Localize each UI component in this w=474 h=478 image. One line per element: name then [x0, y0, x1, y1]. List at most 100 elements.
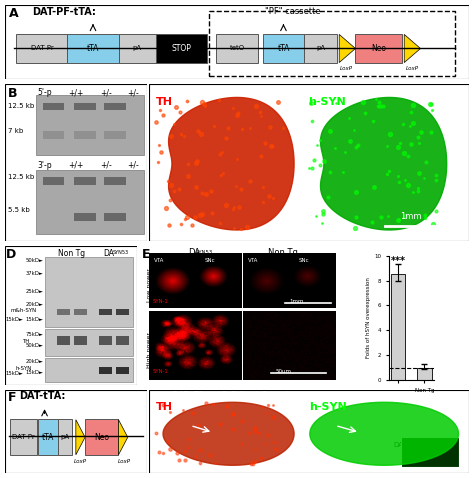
Text: Neo: Neo [371, 44, 386, 53]
Polygon shape [339, 34, 356, 63]
Text: SNc: SNc [299, 258, 309, 263]
Text: 15kD►: 15kD► [25, 317, 43, 322]
Text: LoxP: LoxP [339, 66, 353, 71]
Text: pA: pA [316, 45, 325, 52]
Text: h-SYN: h-SYN [15, 366, 31, 371]
FancyBboxPatch shape [216, 34, 258, 63]
Text: h-SYN: h-SYN [309, 402, 346, 412]
Text: +/+: +/+ [68, 88, 83, 98]
FancyBboxPatch shape [155, 34, 207, 63]
Text: STOP: STOP [171, 44, 191, 53]
Polygon shape [163, 402, 294, 465]
Polygon shape [310, 402, 458, 465]
FancyBboxPatch shape [104, 131, 126, 139]
Text: 15kD►: 15kD► [5, 317, 23, 322]
Text: SYN53: SYN53 [373, 89, 391, 94]
Text: "PF" cassette: "PF" cassette [265, 7, 320, 16]
Text: D: D [6, 248, 16, 261]
Polygon shape [118, 420, 128, 455]
Text: High power: High power [147, 332, 152, 368]
Text: 1mm: 1mm [289, 299, 304, 304]
Text: Non Tg: Non Tg [57, 249, 85, 258]
Text: pA: pA [133, 45, 142, 52]
FancyBboxPatch shape [116, 367, 129, 374]
Text: pA: pA [61, 434, 70, 440]
Text: 1mm: 1mm [401, 212, 422, 221]
Text: LoxP: LoxP [74, 459, 87, 464]
FancyBboxPatch shape [116, 337, 129, 345]
Text: 37kD►: 37kD► [26, 272, 43, 276]
Text: DAT Pr: DAT Pr [12, 434, 35, 440]
FancyBboxPatch shape [43, 103, 64, 110]
FancyBboxPatch shape [263, 34, 304, 63]
Text: ) at 6 weeks: ) at 6 weeks [388, 87, 439, 96]
FancyBboxPatch shape [401, 436, 459, 467]
Text: +/-: +/- [100, 161, 111, 170]
Text: DAT-PF-tTA: tetO-SYN (DA: DAT-PF-tTA: tetO-SYN (DA [172, 87, 278, 96]
Text: LoxP: LoxP [118, 459, 131, 464]
FancyBboxPatch shape [116, 309, 129, 315]
Polygon shape [320, 98, 447, 230]
FancyBboxPatch shape [9, 419, 36, 455]
FancyBboxPatch shape [45, 358, 134, 382]
FancyBboxPatch shape [99, 367, 112, 374]
FancyBboxPatch shape [74, 309, 87, 315]
Text: VTA: VTA [154, 258, 164, 263]
Text: ***: *** [391, 256, 405, 266]
FancyBboxPatch shape [56, 309, 70, 315]
Text: C: C [153, 87, 162, 100]
Text: Low power: Low power [147, 268, 152, 302]
FancyBboxPatch shape [58, 419, 72, 455]
Bar [391, 274, 405, 380]
Text: B: B [8, 87, 17, 100]
Text: TH: TH [22, 338, 30, 344]
Text: DA: DA [103, 249, 114, 258]
FancyBboxPatch shape [104, 103, 126, 110]
FancyBboxPatch shape [43, 131, 64, 139]
Text: 5.5 kb: 5.5 kb [8, 206, 29, 213]
FancyBboxPatch shape [36, 171, 144, 234]
Text: 12.5 kb: 12.5 kb [8, 174, 34, 180]
FancyBboxPatch shape [118, 34, 155, 63]
FancyBboxPatch shape [67, 34, 118, 63]
Text: 7 kb: 7 kb [8, 128, 23, 134]
Text: 50kD►: 50kD► [25, 344, 43, 348]
Text: A: A [9, 7, 19, 20]
Text: tTA: tTA [277, 44, 290, 53]
Text: DA: DA [393, 442, 403, 448]
Text: +/-: +/- [100, 88, 111, 98]
FancyBboxPatch shape [99, 337, 112, 345]
FancyBboxPatch shape [356, 34, 402, 63]
Text: G: G [153, 391, 163, 404]
Text: SYN53: SYN53 [112, 250, 128, 255]
FancyBboxPatch shape [74, 337, 87, 345]
Text: tTA: tTA [42, 433, 55, 442]
Text: VTA: VTA [248, 258, 258, 263]
FancyBboxPatch shape [99, 309, 112, 315]
Text: 15kD►: 15kD► [25, 370, 43, 375]
FancyBboxPatch shape [38, 419, 58, 455]
Text: 75kD►: 75kD► [25, 332, 43, 337]
Text: 50kD►: 50kD► [25, 258, 43, 262]
FancyBboxPatch shape [74, 177, 96, 185]
Text: DA: DA [188, 248, 200, 257]
Polygon shape [169, 98, 294, 230]
FancyBboxPatch shape [74, 213, 96, 221]
Text: 50um: 50um [275, 369, 292, 374]
Text: 12.5 kb: 12.5 kb [8, 103, 34, 109]
Text: E: E [142, 248, 151, 261]
Text: DAT-tTA: tetO-SYN at 6 weeks: DAT-tTA: tetO-SYN at 6 weeks [172, 391, 296, 400]
Text: LoxP: LoxP [406, 66, 419, 71]
Text: DAT-tTA:: DAT-tTA: [19, 391, 65, 401]
Text: DAT-PF-tTA:: DAT-PF-tTA: [33, 7, 97, 17]
FancyBboxPatch shape [104, 177, 126, 185]
Text: 20kD►: 20kD► [25, 302, 43, 307]
Text: 3'-p: 3'-p [37, 161, 52, 170]
Text: SYN-1: SYN-1 [153, 299, 169, 304]
Y-axis label: Folds of hSYN overexpression: Folds of hSYN overexpression [366, 277, 371, 358]
Text: h-SYN: h-SYN [308, 97, 346, 107]
FancyBboxPatch shape [45, 257, 134, 326]
Text: tTA: tTA [87, 44, 99, 53]
Bar [417, 368, 432, 380]
Text: Non Tg: Non Tg [268, 248, 298, 257]
